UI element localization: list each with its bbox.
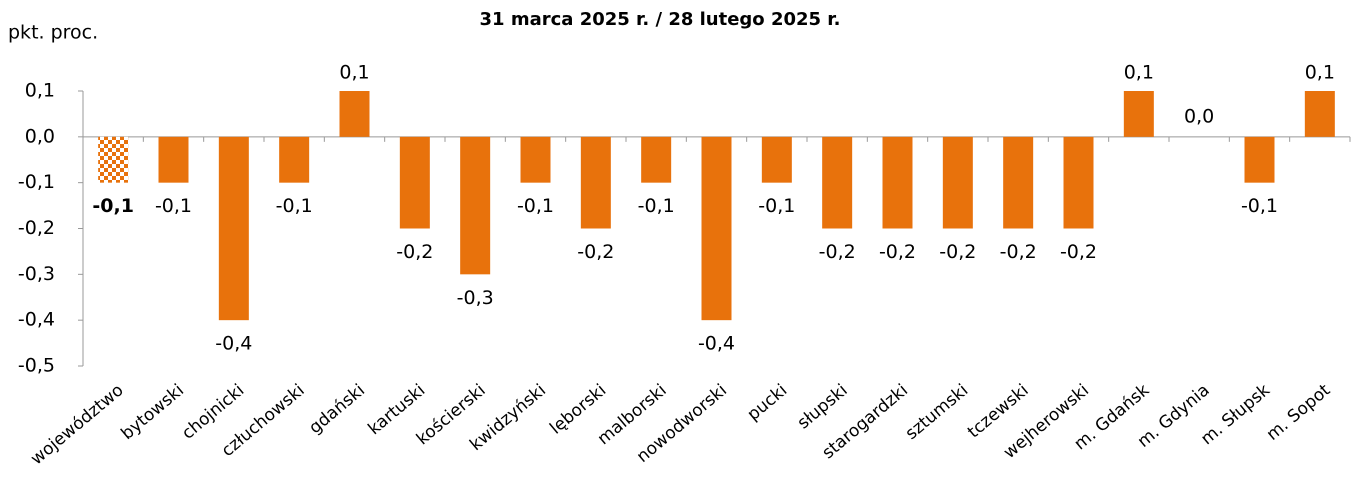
bar xyxy=(1003,136,1034,229)
value-label: -0,2 xyxy=(939,241,976,263)
value-label: -0,2 xyxy=(1060,241,1097,263)
y-tick-label: -0,5 xyxy=(18,355,55,377)
value-label: -0,4 xyxy=(215,333,252,355)
y-axis-label: pkt. proc. xyxy=(8,22,98,44)
value-label: -0,1 xyxy=(92,195,134,217)
value-label: -0,1 xyxy=(155,195,192,217)
bar xyxy=(279,136,310,183)
value-label: -0,3 xyxy=(457,287,494,309)
x-tick-label: m. Sopot xyxy=(1263,380,1335,445)
value-label: -0,2 xyxy=(396,241,433,263)
value-label: -0,1 xyxy=(758,195,795,217)
bar xyxy=(822,136,853,229)
y-tick-label: 0,1 xyxy=(25,80,55,102)
value-label: -0,1 xyxy=(276,195,313,217)
value-label: -0,2 xyxy=(1000,241,1037,263)
value-label: -0,2 xyxy=(819,241,856,263)
bar xyxy=(98,136,129,183)
bar xyxy=(1063,136,1094,229)
x-tick-label: słupski xyxy=(794,380,852,433)
bar xyxy=(761,136,792,183)
x-tick-label: gdański xyxy=(305,380,369,438)
x-tick-label: województwo xyxy=(27,380,128,469)
bar xyxy=(399,136,430,229)
value-label: -0,1 xyxy=(638,195,675,217)
bar xyxy=(218,136,249,321)
bar xyxy=(1244,136,1275,183)
value-label: -0,2 xyxy=(879,241,916,263)
bar xyxy=(158,136,189,183)
value-label: -0,1 xyxy=(517,195,554,217)
y-tick-label: -0,4 xyxy=(18,309,55,331)
bar xyxy=(580,136,611,229)
bar xyxy=(1304,91,1335,137)
y-tick-label: -0,1 xyxy=(18,171,55,193)
value-label: -0,2 xyxy=(577,241,614,263)
x-tick-label: bytowski xyxy=(117,380,188,444)
value-label: -0,1 xyxy=(1241,195,1278,217)
chart-title: 31 marca 2025 r. / 28 lutego 2025 r. xyxy=(480,9,841,30)
bar xyxy=(882,136,913,229)
bar xyxy=(520,136,551,183)
y-tick-label: -0,2 xyxy=(18,217,55,239)
bar xyxy=(460,136,491,275)
value-label: 0,0 xyxy=(1184,105,1214,127)
value-label: -0,4 xyxy=(698,333,735,355)
y-tick-label: 0,0 xyxy=(25,125,55,147)
bar xyxy=(1123,91,1154,137)
x-tick-label: pucki xyxy=(744,380,792,425)
bar xyxy=(339,91,370,137)
x-tick-label: sztumski xyxy=(902,380,972,444)
bar xyxy=(942,136,973,229)
bar xyxy=(701,136,732,321)
bar xyxy=(641,136,672,183)
value-label: 0,1 xyxy=(1124,62,1154,84)
y-tick-label: -0,3 xyxy=(18,263,55,285)
value-label: 0,1 xyxy=(339,62,369,84)
value-label: 0,1 xyxy=(1305,62,1335,84)
